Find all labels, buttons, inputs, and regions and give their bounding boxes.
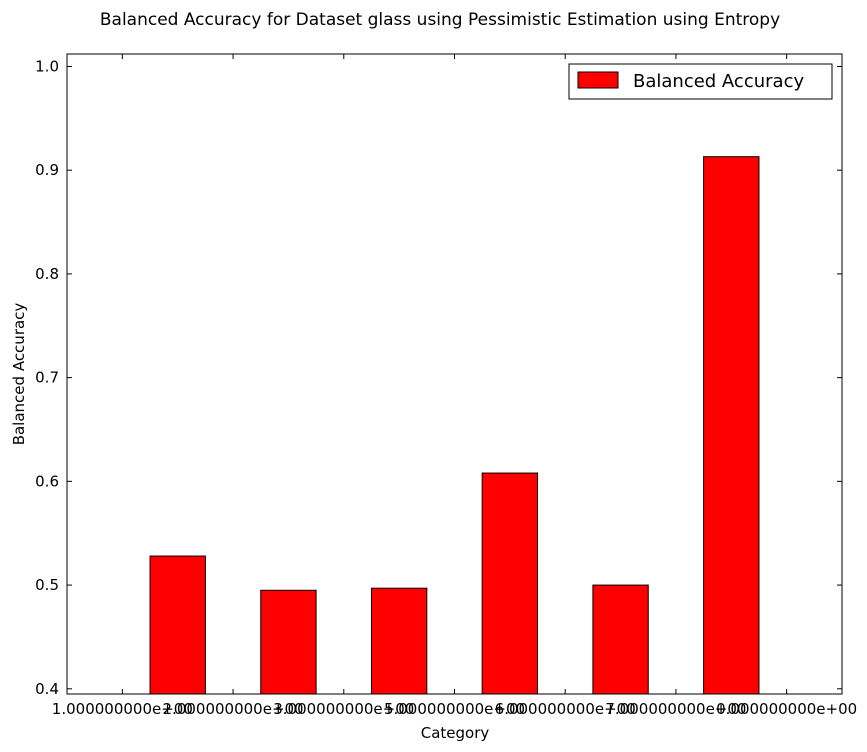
- y-tick-label: 0.8: [35, 265, 59, 283]
- bar-2: [260, 589, 317, 695]
- x-tick-label: 0.000000000e+00: [716, 700, 857, 718]
- y-axis: 0.4 0.5 0.6 0.7 0.8 0.9 1.0: [35, 57, 842, 698]
- y-tick-label: 0.7: [35, 369, 59, 387]
- legend-swatch: [577, 71, 619, 89]
- bars-group: [149, 156, 760, 695]
- x-tick-label: 1.000000000e+00: [52, 700, 193, 718]
- chart-title: Balanced Accuracy for Dataset glass usin…: [100, 10, 780, 30]
- x-tick-label: 5.000000000e+00: [384, 700, 525, 718]
- y-tick-label: 1.0: [35, 57, 59, 75]
- bar-1: [149, 555, 206, 695]
- x-tick-label: 6.000000000e+00: [495, 700, 636, 718]
- y-tick-label: 0.4: [35, 680, 59, 698]
- bar-6: [592, 584, 649, 695]
- legend: Balanced Accuracy: [568, 63, 833, 100]
- x-axis: 1.000000000e+002.000000000e+003.00000000…: [52, 54, 857, 718]
- bar-7: [703, 156, 760, 695]
- x-tick-label: 2.000000000e+00: [163, 700, 304, 718]
- y-tick-label: 0.9: [35, 161, 59, 179]
- bar-3: [370, 587, 428, 695]
- bar-5: [481, 472, 539, 695]
- x-axis-label: Category: [421, 724, 490, 742]
- legend-label: Balanced Accuracy: [633, 71, 804, 92]
- x-tick-label: 7.000000000e+00: [605, 700, 746, 718]
- y-tick-label: 0.5: [35, 576, 59, 594]
- x-tick-label: 3.000000000e+00: [273, 700, 414, 718]
- y-axis-label: Balanced Accuracy: [10, 303, 28, 446]
- y-tick-label: 0.6: [35, 472, 59, 490]
